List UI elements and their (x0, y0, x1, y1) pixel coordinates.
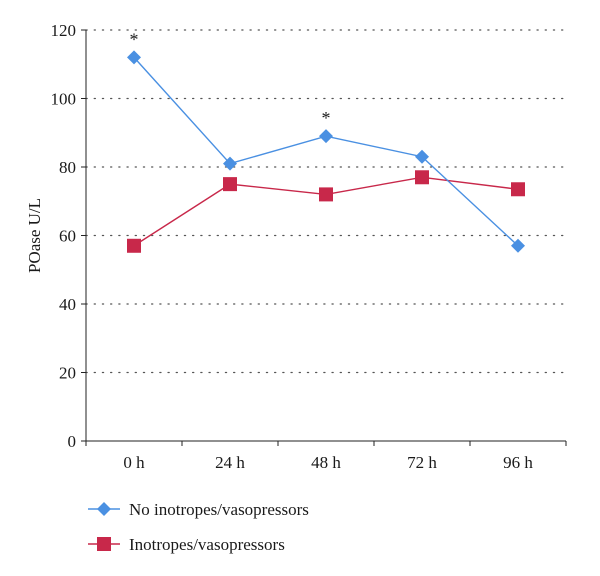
y-tick-label: 60 (59, 227, 76, 246)
data-point-diamond (223, 156, 237, 171)
y-tick-label: 20 (59, 364, 76, 383)
y-tick-label: 40 (59, 295, 76, 314)
x-tick-label: 48 h (311, 453, 341, 472)
data-point-square (511, 182, 525, 197)
x-tick-labels: 0 h 24 h 48 h 72 h 96 h (123, 453, 533, 472)
y-tick-label: 0 (68, 432, 77, 451)
legend: No inotropes/vasopressors Inotropes/vasop… (88, 500, 309, 554)
x-tick-label: 96 h (503, 453, 533, 472)
legend-label: Inotropes/vasopressors (129, 535, 285, 554)
data-point-square (319, 187, 333, 202)
series-1: ** (127, 29, 525, 253)
series: ** (127, 29, 525, 253)
data-point-diamond (319, 129, 333, 144)
legend-square-marker (97, 537, 111, 551)
data-point-diamond (415, 149, 429, 164)
legend-label: No inotropes/vasopressors (129, 500, 309, 519)
data-point-square (223, 177, 237, 192)
y-tick-label: 100 (51, 90, 77, 109)
significance-annotation: * (130, 29, 139, 49)
y-tick-labels: 0 20 40 60 80 100 120 (51, 21, 77, 451)
legend-item: No inotropes/vasopressors (88, 500, 309, 519)
legend-item: Inotropes/vasopressors (88, 535, 285, 554)
y-tick-label: 120 (51, 21, 77, 40)
significance-annotation: * (322, 108, 331, 128)
data-point-diamond (127, 50, 141, 65)
axes (81, 29, 567, 446)
y-axis-label: POase U/L (25, 198, 44, 273)
data-point-square (415, 170, 429, 185)
series-line (133, 56, 519, 247)
x-tick-label: 72 h (407, 453, 437, 472)
data-point-square (127, 238, 141, 253)
series-2 (127, 170, 525, 253)
x-tick-label: 0 h (123, 453, 145, 472)
x-tick-label: 24 h (215, 453, 245, 472)
data-point-diamond (511, 238, 525, 253)
legend-diamond-marker (97, 502, 111, 516)
y-tick-label: 80 (59, 158, 76, 177)
